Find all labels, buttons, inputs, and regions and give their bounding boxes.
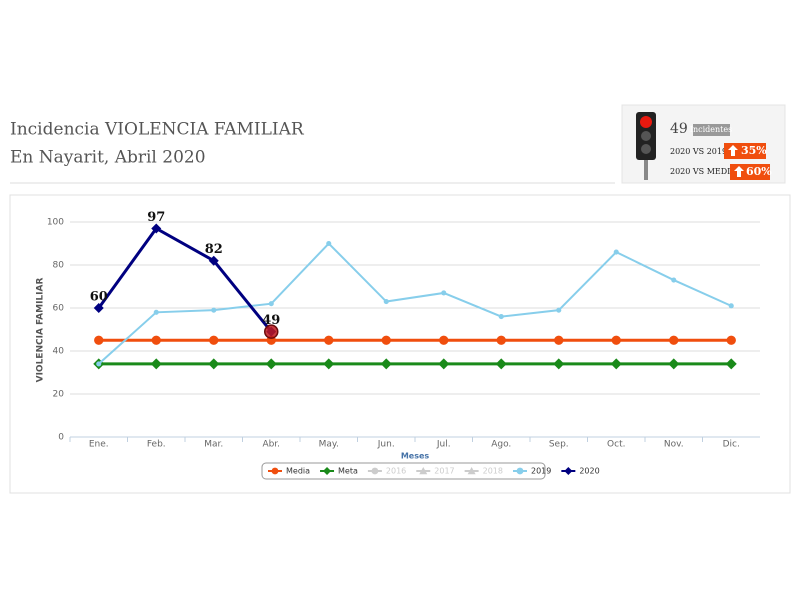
data-label: 60 [90,290,108,305]
count-label: Incidentes [690,125,732,134]
y-tick-label: 60 [53,304,65,314]
point [93,303,104,313]
y-tick-label: 20 [53,390,65,400]
point [380,358,392,370]
point [725,358,737,370]
point [381,335,391,345]
x-tick-label: Sep. [549,440,569,450]
legend-symbol [564,467,573,475]
light-red [640,116,652,128]
legend [261,462,546,480]
data-label: 97 [147,210,165,225]
legend-symbol [271,467,279,475]
point [151,335,161,345]
legend-label: 2018 [483,467,503,476]
point [613,249,619,255]
x-tick-label: Mar. [204,440,223,450]
point [209,335,219,345]
compare-label: 2020 VS MEDIA [670,167,736,176]
x-tick-label: Jul. [436,440,451,450]
y-tick-label: 40 [53,347,65,357]
point [556,307,562,313]
point [610,358,622,370]
x-tick-label: Ago. [491,440,511,450]
y-tick-label: 80 [53,261,65,271]
light-green [641,144,651,154]
point [211,307,217,313]
data-label: 82 [205,242,223,257]
up-arrow [734,166,744,177]
point [150,358,162,370]
legend-symbol [419,467,428,475]
title-line: En Nayarit, Abril 2020 [10,148,206,168]
up-arrow [728,145,738,156]
point [668,358,680,370]
change-value: 60% [746,165,772,178]
title-line: Incidencia VIOLENCIA FAMILIAR [10,120,305,140]
y-axis-label: VIOLENCIA FAMILIAR [36,278,46,383]
point [96,361,102,367]
point [553,358,565,370]
point [495,358,507,370]
series-line [97,226,273,333]
point [153,309,159,315]
point [671,277,677,283]
x-tick-label: May. [319,440,339,450]
chart-frame [9,194,791,494]
point [323,358,335,370]
legend-label: 2016 [386,467,406,476]
point [728,303,734,309]
highlight [264,324,279,339]
point [383,299,389,305]
x-tick-label: Ene. [89,440,109,450]
point [554,335,564,345]
x-tick-label: Dic. [723,440,740,450]
x-axis-label: Meses [401,452,430,461]
point [151,223,162,234]
compare-label: 2020 VS 2019 [670,147,727,156]
badge [693,124,730,136]
legend-symbol [371,467,379,475]
point [611,335,621,345]
point [726,335,736,345]
point [94,335,104,345]
point [324,335,334,345]
light-yellow [641,131,651,141]
legend-symbol [467,467,476,475]
x-tick-label: Nov. [664,440,684,450]
legend-label: 2017 [434,467,454,476]
y-tick-label: 100 [47,218,64,228]
point [208,255,219,266]
legend-label: 2020 [579,467,599,476]
point [208,358,220,370]
x-tick-label: Jun. [377,440,395,450]
point [441,290,447,296]
x-tick-label: Abr. [262,440,280,450]
legend-label: Media [286,467,310,476]
point [439,335,449,345]
legend-symbol [516,467,524,475]
y-tick-label: 0 [58,433,64,443]
indicator-count: 49 [670,121,688,137]
point [326,240,332,247]
traffic-light-pole [644,158,648,180]
change-value: 35% [741,144,767,157]
x-tick-label: Oct. [607,440,625,450]
x-tick-label: Feb. [147,440,166,450]
legend-label: 2019 [531,467,551,476]
point [265,358,277,370]
point [268,301,274,307]
legend-symbol [323,467,332,475]
point [438,358,450,370]
data-label: 49 [262,313,280,328]
point [496,335,506,345]
point [669,335,679,345]
legend-label: Meta [338,467,358,476]
series-line [98,242,732,365]
point [498,314,504,320]
